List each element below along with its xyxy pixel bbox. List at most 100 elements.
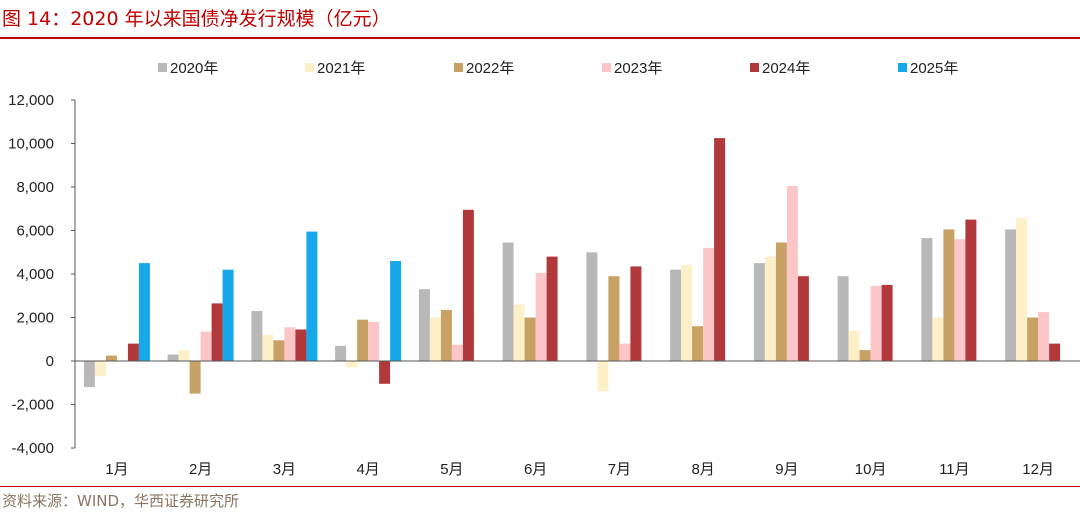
bar (167, 354, 179, 361)
bar (965, 219, 977, 361)
bar (262, 334, 274, 361)
x-tick-label: 7月 (608, 461, 631, 478)
bar (797, 276, 809, 361)
bar (94, 361, 106, 377)
source-rule (0, 486, 1080, 487)
bar (1016, 217, 1028, 361)
bar (462, 209, 474, 361)
bar (284, 327, 296, 361)
bar (943, 229, 955, 361)
bar (127, 343, 139, 361)
bar (138, 263, 150, 361)
x-axis: 1月 2月 3月 4月 5月 6月 7月 8月 9月 10月 11月 12月 (75, 360, 1080, 478)
legend-swatch (305, 63, 314, 72)
x-tick-label: 10月 (855, 461, 887, 478)
bar (295, 329, 307, 361)
bar (346, 361, 358, 368)
legend-swatch (750, 63, 759, 72)
y-tick-label: 12,000 (8, 92, 54, 109)
y-tick-label: -4,000 (11, 440, 54, 457)
bar (211, 303, 223, 361)
x-tick-label: 1月 (105, 461, 128, 478)
bar (440, 309, 452, 361)
y-tick-label: 0 (46, 353, 54, 370)
x-tick-label: 12月 (1022, 461, 1054, 478)
legend-label: 2023年 (614, 60, 662, 77)
x-tick-label: 6月 (524, 461, 547, 478)
bar (502, 242, 514, 361)
y-tick-label: 10,000 (8, 136, 54, 153)
y-tick-label: 6,000 (16, 223, 54, 240)
bar (753, 263, 765, 361)
y-tick-label: 4,000 (16, 266, 54, 283)
bar (200, 331, 212, 361)
bar (837, 276, 849, 361)
bar (586, 252, 598, 362)
x-tick-label: 9月 (775, 461, 798, 478)
bar (681, 265, 693, 361)
legend-swatch (602, 63, 611, 72)
bar (1027, 317, 1039, 361)
x-tick-label: 8月 (691, 461, 714, 478)
figure-title: 图 14：2020 年以来国债净发行规模（亿元） (2, 8, 391, 30)
legend-swatch (454, 63, 463, 72)
bar (535, 272, 547, 361)
bar (954, 239, 966, 361)
bar (775, 242, 787, 361)
legend-label: 2021年 (317, 60, 365, 77)
bar (870, 286, 882, 361)
y-tick-label: 8,000 (16, 179, 54, 196)
bar (546, 256, 558, 361)
bar (881, 284, 893, 361)
bar (597, 361, 609, 392)
legend-label: 2025年 (910, 60, 958, 77)
bar (251, 311, 263, 361)
bar (921, 238, 933, 361)
bar (1038, 312, 1050, 361)
bar (932, 317, 944, 361)
bar (335, 345, 347, 361)
bar (306, 231, 318, 361)
bar (368, 321, 380, 361)
bar (273, 340, 285, 361)
bar (429, 317, 441, 361)
bar (105, 355, 117, 361)
x-tick-label: 11月 (939, 461, 970, 478)
bar-chart: 2020年 2021年 2022年 2023年 2024年 2025年 12,000 10,… (8, 60, 1080, 478)
x-tick-label: 2月 (189, 461, 212, 478)
bar (222, 269, 234, 361)
y-tick-label: 2,000 (16, 310, 54, 327)
bar (189, 361, 201, 394)
bar (357, 319, 369, 361)
bars (83, 138, 1061, 394)
bar (1049, 343, 1061, 361)
bar (764, 256, 776, 361)
bar (83, 361, 95, 388)
bar (524, 317, 536, 361)
bar (418, 289, 430, 361)
bar (859, 350, 871, 361)
legend-swatch (898, 63, 907, 72)
bar (714, 138, 726, 361)
bar (1005, 229, 1017, 361)
legend-label: 2020年 (170, 60, 218, 77)
bar (630, 266, 642, 361)
bar (703, 247, 715, 361)
x-tick-label: 4月 (356, 461, 379, 478)
bar (786, 185, 798, 361)
bar (451, 344, 463, 361)
bar (670, 269, 682, 361)
legend-swatch (158, 63, 167, 72)
bar (178, 350, 190, 361)
y-tick-label: -2,000 (11, 397, 54, 414)
legend-label: 2022年 (466, 60, 514, 77)
bar (390, 261, 402, 361)
y-axis: 12,000 10,000 8,000 6,000 4,000 2,000 0 -2,000 -… (8, 92, 76, 457)
source-note: 资料来源：WIND，华西证券研究所 (2, 492, 240, 510)
bar (848, 330, 860, 361)
bar (379, 361, 391, 384)
x-tick-label: 5月 (440, 461, 463, 478)
chart-legend: 2020年 2021年 2022年 2023年 2024年 2025年 (158, 60, 958, 77)
x-tick-label: 3月 (273, 461, 296, 478)
bar (692, 326, 704, 361)
